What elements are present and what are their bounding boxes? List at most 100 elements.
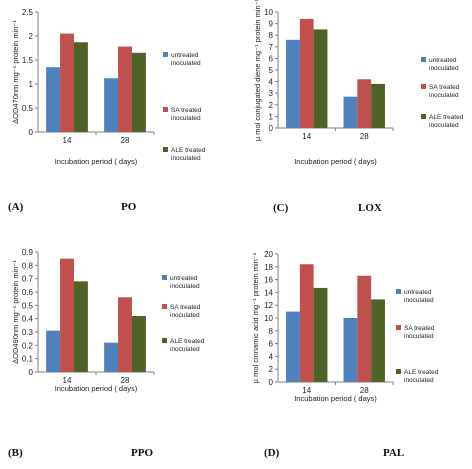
panel-name: PO	[121, 201, 137, 213]
bar-28-series-3	[131, 316, 146, 372]
legend-swatch	[396, 325, 401, 330]
y-tick-label: 9	[269, 20, 274, 29]
y-tick-label: 3	[269, 89, 274, 98]
chart-panel-po: 0 0.5 1 1.5 2 2.5 14 28 Incubation period ( days…	[8, 8, 206, 213]
x-tick-label: 28	[121, 136, 130, 145]
legend-swatch	[396, 369, 401, 374]
legend-swatch	[163, 147, 168, 152]
bar-14-series-1	[46, 330, 61, 372]
y-tick-label: 7	[269, 43, 274, 52]
legend-label: inoculated	[170, 346, 200, 353]
legend-label: inoculated	[404, 377, 434, 384]
legend-label: SA treated	[171, 107, 202, 114]
bar-14-series-3	[313, 287, 328, 382]
y-tick-label: 0	[269, 124, 274, 133]
y-tick-label: 0.8	[22, 261, 34, 270]
legend-swatch	[163, 52, 168, 57]
bar-14-series-2	[299, 264, 314, 382]
bar-28-series-2	[357, 275, 372, 382]
legend-label: inoculated	[429, 92, 459, 99]
bar-14-series-2	[60, 33, 74, 132]
y-axis-title: µ mol conjugated diene mg⁻¹ protein min⁻…	[253, 0, 262, 141]
legend-label: inoculated	[170, 283, 200, 290]
legend-label: inoculated	[171, 115, 201, 122]
bar-14-series-2	[299, 18, 314, 128]
bar-14-series-3	[313, 29, 328, 128]
y-tick-label: 20	[264, 250, 273, 259]
bar-14-series-1	[286, 311, 300, 382]
legend-label: SA treated	[429, 84, 460, 91]
y-tick-label: 0.2	[22, 341, 34, 350]
y-tick-label: 0.9	[22, 248, 34, 257]
x-tick-label: 28	[360, 386, 369, 395]
legend-swatch	[421, 57, 426, 62]
legend-swatch	[421, 84, 426, 89]
y-axis-title: µ mol cinnamic acid mg⁻¹ protein min⁻¹	[251, 252, 260, 383]
y-tick-label: 16	[264, 276, 273, 285]
y-tick-label: 0	[29, 368, 34, 377]
legend-label: inoculated	[171, 155, 201, 162]
legend-label: ALE treated	[404, 369, 439, 376]
y-axis-title: ΔOD490nm mg⁻¹ protein min⁻¹	[11, 260, 20, 364]
y-axis-title: ΔOD470nm mg⁻¹ protein min⁻¹	[11, 20, 20, 124]
y-tick-label: 0	[29, 128, 34, 137]
y-tick-label: 0.1	[22, 355, 34, 364]
bar-14-series-3	[73, 281, 88, 372]
y-tick-label: 0.4	[22, 315, 34, 324]
y-tick-label: 10	[264, 8, 273, 17]
legend-label: ALE treated	[170, 338, 205, 345]
x-tick-label: 14	[63, 136, 72, 145]
panel-letter: (A)	[8, 201, 24, 213]
y-tick-label: 2	[269, 365, 274, 374]
legend-label: inoculated	[171, 60, 201, 67]
y-tick-label: 0.6	[22, 288, 34, 297]
x-axis-title: Incubation period ( days)	[55, 384, 138, 393]
x-tick-label: 28	[121, 376, 130, 385]
legend-label: untreated	[404, 289, 432, 296]
panel-name: LOX	[358, 202, 382, 214]
y-tick-label: 0.5	[22, 301, 34, 310]
panel-letter: (B)	[8, 447, 23, 459]
y-tick-label: 8	[269, 31, 274, 40]
x-tick-label: 28	[360, 132, 369, 141]
y-tick-label: 0.7	[22, 275, 34, 284]
legend-swatch	[163, 107, 168, 112]
legend-label: untreated	[429, 57, 457, 64]
bar-28-series-2	[118, 46, 132, 133]
y-tick-label: 2	[29, 32, 34, 41]
legend-label: untreated	[170, 275, 198, 282]
legend-swatch	[162, 304, 167, 309]
legend-swatch	[421, 114, 426, 119]
x-axis-title: Incubation period ( days)	[55, 157, 138, 166]
x-tick-label: 14	[302, 132, 311, 141]
chart-panel-lox: 0 1 2 3 4 5 6 7 8 9 10 14 28 Incubation period ( days…	[253, 0, 464, 214]
x-axis-title: Incubation period ( days)	[294, 394, 377, 403]
y-tick-label: 14	[264, 288, 273, 297]
bar-28-series-3	[371, 83, 385, 128]
legend-swatch	[162, 338, 167, 343]
bar-28-series-1	[343, 318, 358, 382]
y-tick-label: 0.5	[22, 104, 34, 113]
y-tick-label: 4	[269, 352, 274, 361]
bar-14-series-1	[286, 39, 300, 129]
panel-name: PAL	[383, 447, 404, 459]
legend-swatch	[162, 275, 167, 280]
legend-label: inoculated	[404, 333, 434, 340]
x-axis-title: Incubation period ( days)	[294, 157, 377, 166]
bar-28-series-2	[357, 79, 372, 128]
y-tick-label: 2	[269, 101, 274, 110]
panel-name: PPO	[131, 447, 153, 459]
legend-label: SA treated	[404, 325, 435, 332]
legend-label: ALE treated	[171, 147, 206, 154]
bar-28-series-1	[343, 96, 358, 128]
y-tick-label: 0.3	[22, 328, 34, 337]
bar-28-series-3	[131, 52, 146, 132]
legend-label: inoculated	[429, 65, 459, 72]
legend-label: inoculated	[170, 312, 200, 319]
y-tick-label: 1	[29, 80, 34, 89]
bar-28-series-2	[118, 297, 132, 372]
